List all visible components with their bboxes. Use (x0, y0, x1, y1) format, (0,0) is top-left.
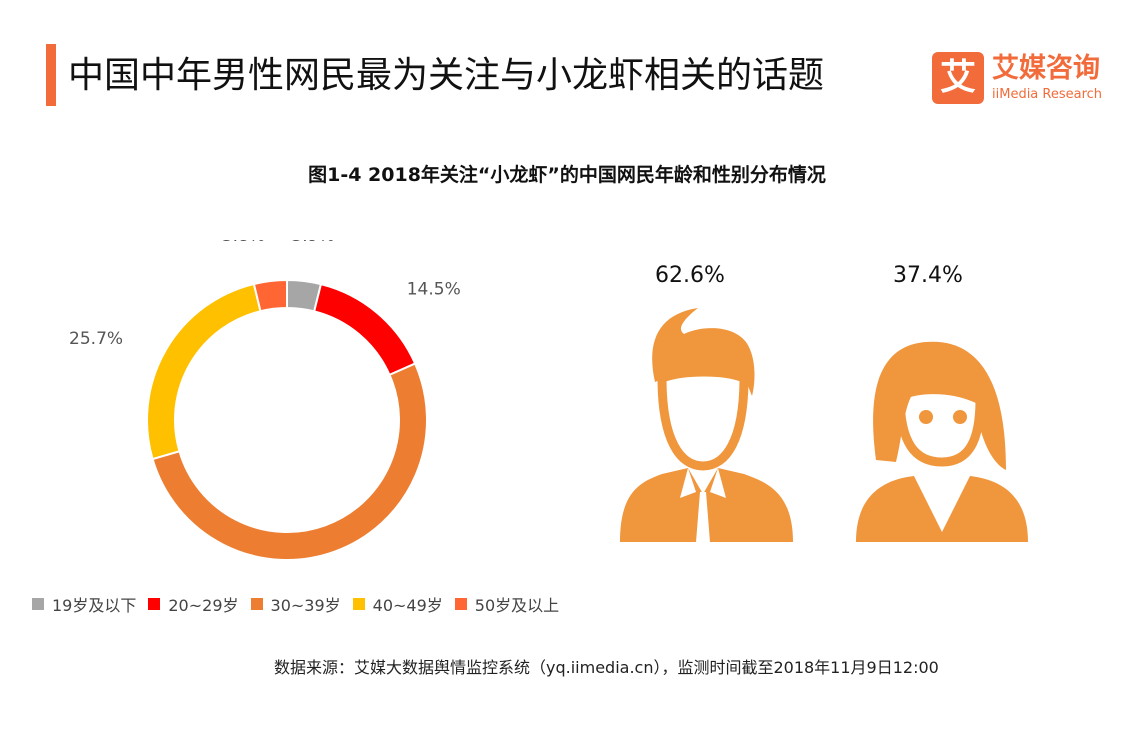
title-accent-bar (46, 44, 56, 106)
legend-label: 40~49岁 (372, 596, 443, 615)
logo-name-cn: 艾媒咨询 (992, 53, 1100, 84)
male-person-icon (620, 308, 793, 542)
slice-label-1: 3.9% (291, 240, 334, 246)
slice-label-5: 3.8% (222, 240, 265, 246)
brand-logo: 艾 艾媒咨询 iiMedia Research (932, 52, 1112, 112)
female-person-icon (856, 341, 1028, 542)
gender-pictograph: 62.6% 37.4% (620, 263, 1028, 542)
donut-slice-3 (151, 362, 428, 561)
legend-item-1: 19岁及以下 (32, 592, 136, 616)
legend-label: 30~39岁 (270, 596, 341, 615)
gender-share-label-2: 37.4% (893, 263, 963, 288)
gender-share-label-1: 62.6% (655, 263, 725, 288)
slice-label-2: 14.5% (407, 280, 461, 300)
donut-slice-5 (252, 278, 288, 313)
legend-swatch (454, 598, 467, 610)
logo-name-en: iiMedia Research (992, 87, 1103, 102)
slice-label-3: 52.1% (339, 579, 393, 580)
legend-label: 19岁及以下 (52, 596, 137, 615)
logo-mark-icon: 艾 (932, 52, 984, 104)
legend-item-2: 20~29岁 (148, 592, 239, 616)
page-title: 中国中年男性网民最为关注与小龙虾相关的话题 (68, 55, 825, 96)
chart-legend: 19岁及以下 20~29岁 30~39岁 40~49岁 50岁及以上 (32, 592, 571, 616)
legend-label: 20~29岁 (168, 596, 239, 615)
chart-title: 图1-4 2018年关注“小龙虾”的中国网民年龄和性别分布情况 (308, 164, 826, 186)
donut-slice-2 (312, 282, 417, 377)
legend-swatch (148, 598, 161, 610)
slice-label-4: 25.7% (69, 329, 123, 349)
legend-label: 50岁及以上 (474, 596, 560, 615)
legend-item-4: 40~49岁 (352, 592, 443, 616)
data-source-note: 数据来源：艾媒大数据舆情监控系统（yq.iimedia.cn），监测时间截至20… (274, 658, 939, 677)
legend-swatch (352, 598, 365, 610)
age-donut-chart: 3.9% 14.5% 52.1% 25.7% 3.8% (69, 240, 461, 580)
donut-slice-4 (146, 282, 262, 461)
legend-item-5: 50岁及以上 (454, 592, 560, 616)
legend-item-3: 30~39岁 (250, 592, 341, 616)
legend-swatch (250, 598, 263, 610)
legend-swatch (32, 598, 44, 610)
